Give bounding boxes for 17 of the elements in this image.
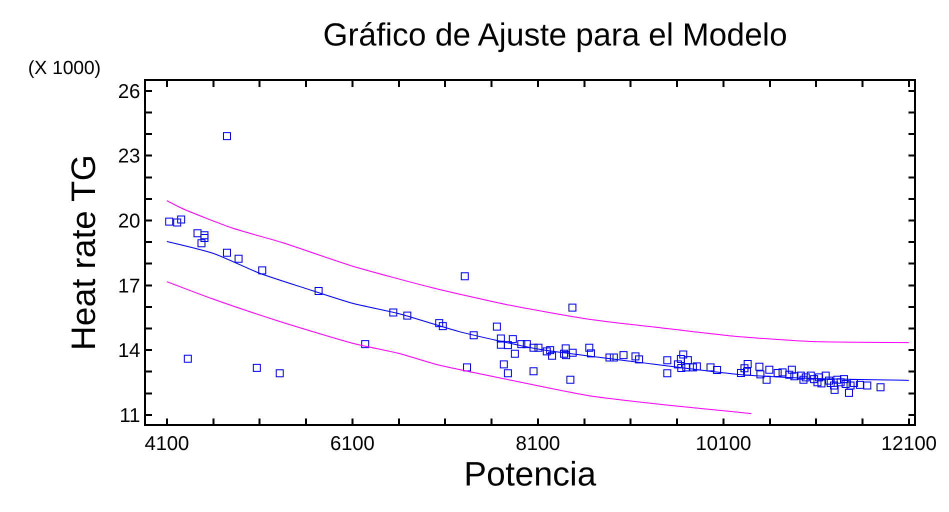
line-series xyxy=(166,281,752,414)
x-tick-label: 4100 xyxy=(144,432,190,455)
y-tick-label: 26 xyxy=(118,80,140,103)
y-axis-title: Heat rate TG xyxy=(65,154,104,350)
y-tick-label: 20 xyxy=(118,210,140,233)
y-tick-label: 11 xyxy=(119,404,140,427)
x-tick-label: 6100 xyxy=(330,432,375,455)
x-tick-label: 12100 xyxy=(881,432,937,455)
text: (X 1000) xyxy=(28,58,101,79)
x-tick-label: 10100 xyxy=(696,432,752,455)
y-tick-label: 14 xyxy=(118,340,140,362)
x-tick-label: 8100 xyxy=(516,432,560,455)
y-tick-label: 23 xyxy=(118,146,140,168)
line-series xyxy=(166,200,910,344)
chart-title: Gráfico de Ajuste para el Modelo xyxy=(323,16,788,52)
x-axis-title: Potencia xyxy=(464,456,596,494)
y-tick-label: 17 xyxy=(118,275,140,298)
